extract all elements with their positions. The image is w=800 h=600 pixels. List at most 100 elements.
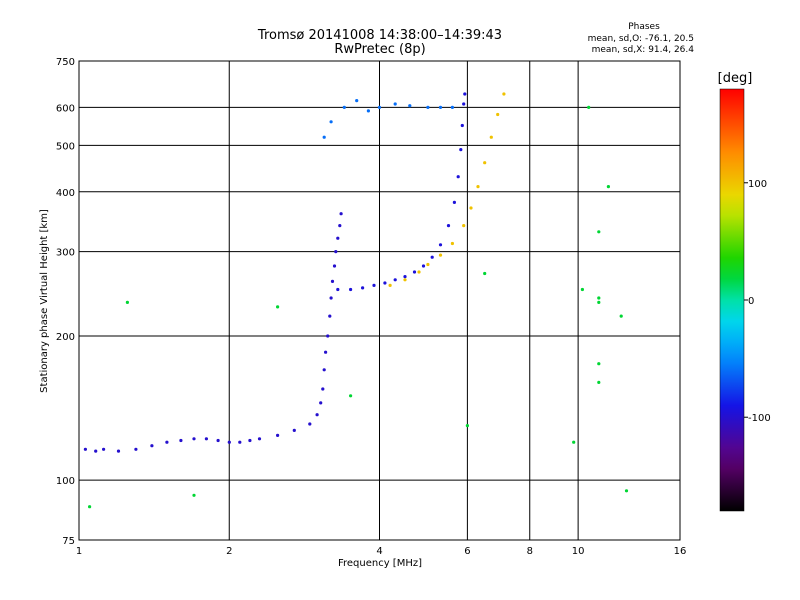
data-point <box>366 109 370 113</box>
y-axis-label: Stationary phase Virtual Height [km] <box>39 209 50 393</box>
data-point <box>125 300 129 304</box>
x-tick-label: 4 <box>376 546 382 557</box>
data-point <box>150 444 154 448</box>
data-point <box>462 102 466 106</box>
data-point <box>165 440 169 444</box>
stats-line-x: mean, sd,X: 91.4, 26.4 <box>592 45 695 55</box>
data-point <box>450 105 454 109</box>
data-point <box>483 271 487 276</box>
data-point <box>319 401 323 405</box>
data-point <box>597 296 601 300</box>
data-point <box>462 224 466 228</box>
data-point <box>322 368 326 372</box>
x-tick-label: 6 <box>464 546 470 557</box>
data-point <box>334 250 338 254</box>
data-point <box>393 102 397 106</box>
data-point <box>463 92 467 96</box>
data-point <box>624 489 629 493</box>
data-point <box>446 224 451 228</box>
data-point <box>619 314 623 318</box>
data-point <box>450 241 454 246</box>
x-tick-label: 2 <box>226 546 232 557</box>
x-axis-label: Frequency [MHz] <box>338 558 422 569</box>
data-point <box>336 287 340 292</box>
data-point <box>308 422 312 426</box>
data-point <box>315 413 319 417</box>
data-point <box>355 99 359 103</box>
data-point <box>349 394 353 398</box>
y-tick-label: 75 <box>62 536 75 547</box>
data-point <box>328 314 332 318</box>
grid <box>78 60 681 541</box>
data-point <box>597 230 601 234</box>
x-tick-label: 8 <box>527 546 533 557</box>
series-points <box>336 92 467 292</box>
stats-heading: Phases <box>628 22 660 32</box>
data-point <box>412 270 417 274</box>
data-point <box>276 433 280 437</box>
data-point <box>438 243 443 247</box>
data-point <box>456 175 460 179</box>
data-point <box>329 120 333 124</box>
data-point <box>426 262 430 267</box>
data-point <box>102 447 106 451</box>
data-point <box>438 253 443 257</box>
series-points <box>322 99 454 139</box>
data-point <box>88 505 92 509</box>
data-point <box>94 449 98 453</box>
data-point <box>580 287 585 292</box>
data-point <box>489 135 493 139</box>
data-point <box>597 362 601 366</box>
axes: 1 2 4 6 8 10 16 75 100 200 300 400 500 600 750 <box>56 57 686 557</box>
data-point <box>276 305 280 309</box>
chart-title: Tromsø 20141008 14:38:00–14:39:43 <box>257 28 502 43</box>
data-point <box>342 105 346 109</box>
data-point <box>421 264 426 268</box>
data-point <box>393 278 397 282</box>
x-tick-label: 16 <box>674 546 687 557</box>
data-point <box>469 206 473 210</box>
data-point <box>336 236 340 240</box>
data-point <box>426 105 430 109</box>
data-point <box>587 105 591 109</box>
data-point <box>606 185 611 189</box>
data-point <box>372 283 376 287</box>
data-point <box>388 283 392 287</box>
colorbar: 100 0 -100 <box>719 88 771 512</box>
data-point <box>324 350 328 354</box>
data-point <box>116 449 121 453</box>
x-tick-label: 10 <box>572 546 585 557</box>
data-point <box>330 279 335 283</box>
y-tick-label: 500 <box>56 141 75 152</box>
series-points <box>388 92 506 287</box>
data-point <box>349 287 353 292</box>
data-point <box>408 104 412 108</box>
data-point <box>192 437 196 441</box>
data-point <box>257 437 262 441</box>
series-points <box>88 105 629 509</box>
data-point <box>460 123 464 128</box>
data-point <box>383 281 387 285</box>
y-tick-label: 600 <box>56 103 75 114</box>
y-tick-label: 750 <box>56 57 75 68</box>
y-tick-label: 200 <box>56 332 75 343</box>
data-point <box>134 447 138 451</box>
y-tick-label: 300 <box>56 248 75 259</box>
data-point <box>438 105 443 109</box>
colorbar-tick-label: 0 <box>748 296 754 307</box>
colorbar-tick-label: -100 <box>748 413 771 424</box>
data-point <box>476 185 480 189</box>
data-point <box>292 428 296 432</box>
data-point <box>403 275 407 279</box>
colorbar-tick-label: 100 <box>748 179 767 190</box>
data-point <box>338 224 342 228</box>
data-point <box>339 212 343 216</box>
series-points <box>83 212 343 453</box>
y-tick-label: 400 <box>56 188 75 199</box>
colorbar-scale <box>719 88 745 512</box>
data-point <box>227 440 231 444</box>
data-point <box>459 148 463 152</box>
data-point <box>332 264 337 268</box>
data-point <box>361 286 365 290</box>
